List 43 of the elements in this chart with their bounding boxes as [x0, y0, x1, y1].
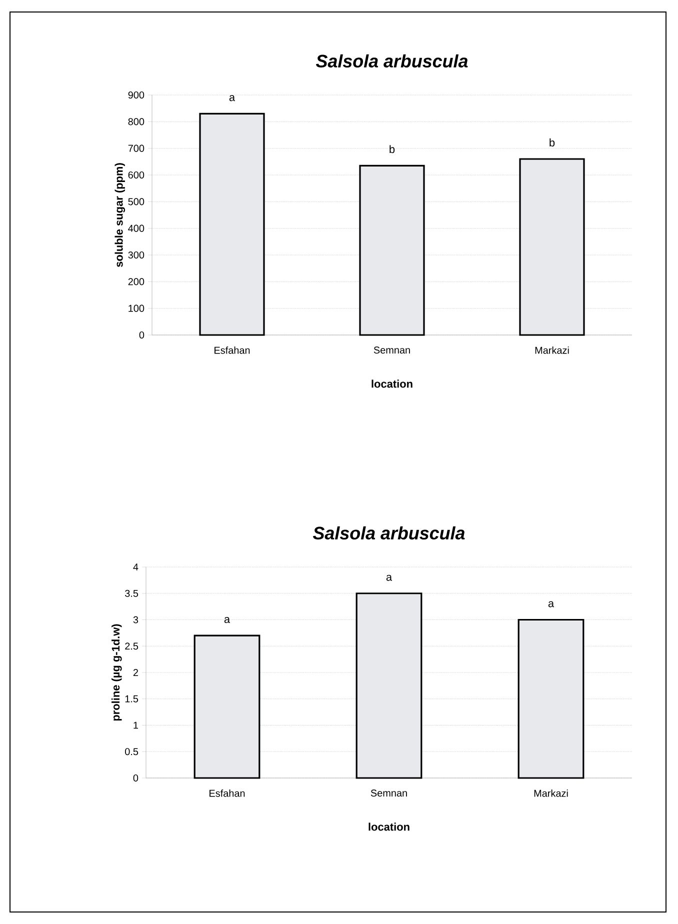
bar	[356, 592, 422, 779]
y-tick-label: 600	[128, 171, 144, 179]
y-tick-label: 4	[133, 564, 138, 570]
x-tick-label: Semnan	[370, 790, 407, 797]
chart-title: Salsola arbuscula	[312, 526, 465, 540]
bar	[519, 158, 585, 336]
y-tick-label: 0	[139, 331, 144, 339]
y-axis-title: soluble sugar (ppm)	[114, 163, 126, 267]
y-tick-label: 0.5	[125, 748, 138, 756]
annotation: a	[548, 601, 554, 608]
annotation: b	[550, 138, 555, 146]
x-tick-label: Esfahan	[210, 790, 245, 797]
y-tick-label: 700	[128, 144, 144, 152]
y-tick-label: 3	[133, 616, 138, 624]
y-tick-label: 1	[134, 722, 138, 729]
annotation: a	[224, 617, 230, 624]
y-tick-label: 800	[128, 118, 144, 126]
x-tick-label: Esfahan	[214, 346, 250, 354]
y-tick-label: 3.5	[125, 590, 138, 597]
bar	[194, 634, 260, 779]
y-tick-label: 500	[128, 198, 144, 206]
x-axis-title: location	[368, 822, 410, 831]
bar	[199, 112, 265, 336]
x-tick-label: Markazi	[534, 790, 568, 797]
y-tick-label: 900	[128, 91, 144, 99]
y-tick-label: 1.5	[125, 695, 138, 702]
annotation: b	[390, 145, 395, 154]
y-tick-label: 0	[133, 774, 138, 782]
x-tick-label: Markazi	[535, 346, 569, 354]
annotation: a	[229, 95, 236, 102]
annotation: a	[386, 574, 392, 581]
x-tick-label: Semnan	[374, 346, 410, 354]
y-tick-label: 200	[128, 278, 144, 286]
bar	[518, 618, 584, 779]
y-tick-label: 2	[133, 669, 138, 676]
y-tick-label: 100	[128, 304, 144, 312]
y-tick-label: 2.5	[125, 642, 138, 650]
y-tick-label: 300	[128, 251, 144, 259]
bar	[359, 164, 425, 336]
x-axis-title: location	[372, 380, 412, 388]
y-tick-label: 400	[128, 224, 144, 232]
chart-title: Salsola arbuscula	[316, 54, 468, 68]
y-axis-title: proline (µg g-1d.w)	[112, 624, 122, 721]
